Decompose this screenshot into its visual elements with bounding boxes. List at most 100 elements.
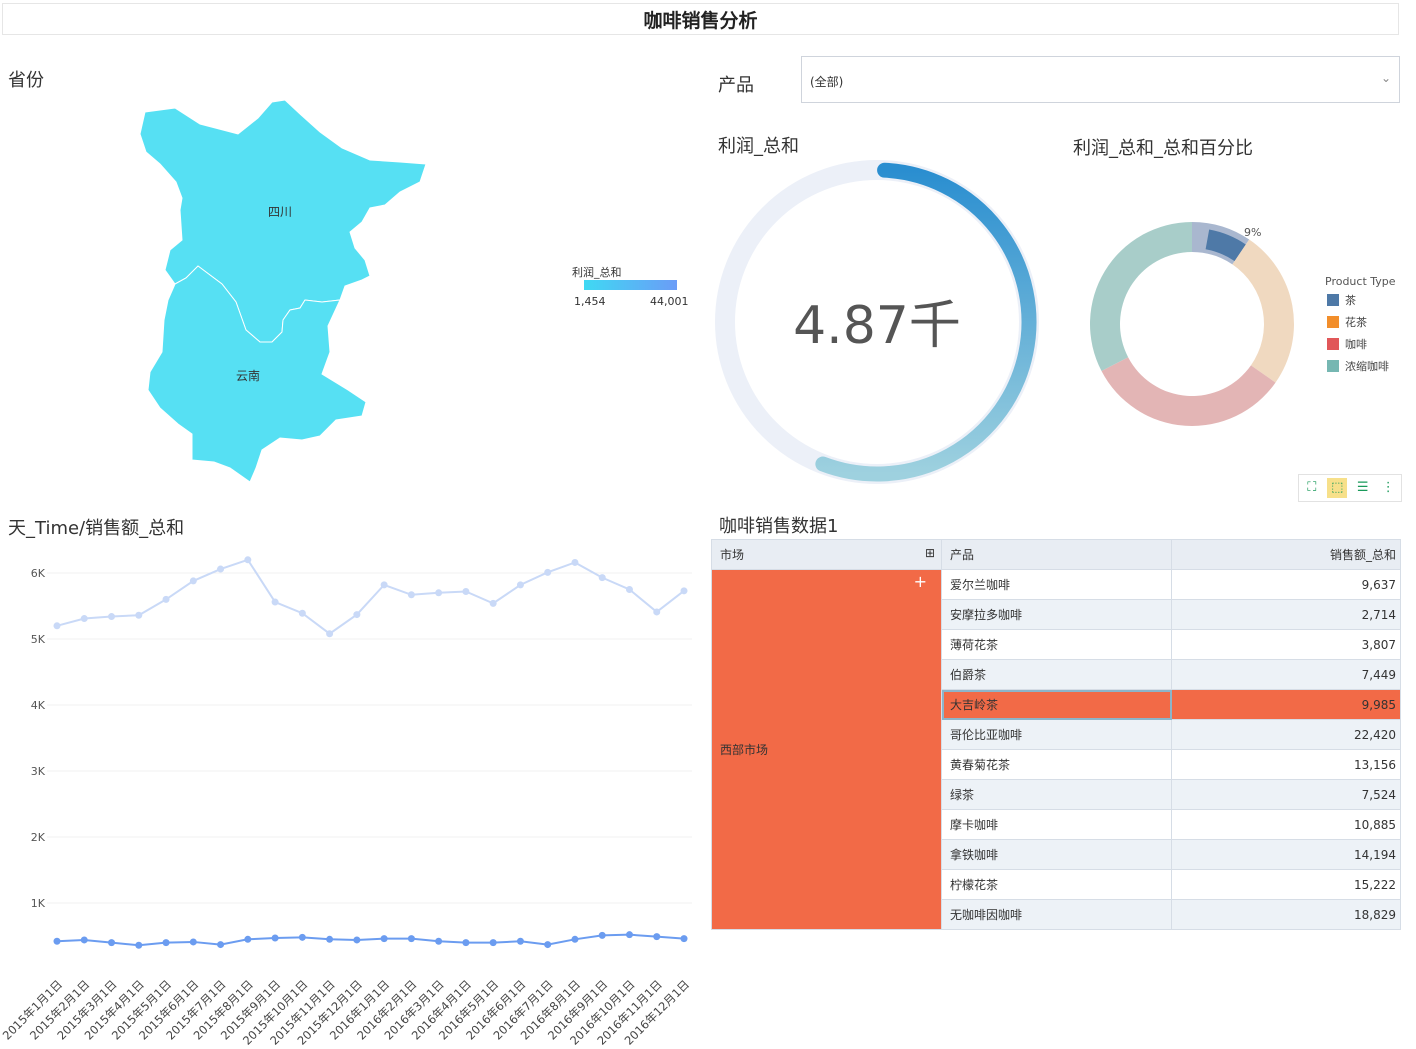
data-point[interactable] — [544, 568, 552, 576]
data-point[interactable] — [162, 595, 170, 603]
data-point[interactable] — [516, 937, 524, 945]
data-point[interactable] — [380, 935, 388, 943]
data-point[interactable] — [108, 613, 116, 621]
data-point[interactable] — [598, 574, 606, 582]
table-row[interactable]: 安摩拉多咖啡 2,714 — [712, 599, 1401, 630]
product-select[interactable]: (全部) ⌄ — [801, 56, 1400, 103]
data-point[interactable] — [326, 630, 334, 638]
data-point[interactable] — [353, 936, 361, 944]
expand-icon[interactable]: ⊞ — [924, 546, 935, 560]
more-icon[interactable]: ⋮ — [1381, 480, 1395, 495]
data-point[interactable] — [244, 556, 252, 564]
product-cell[interactable]: 伯爵茶 — [941, 659, 1172, 690]
table-row[interactable]: 薄荷花茶 3,807 — [712, 629, 1401, 660]
data-point[interactable] — [135, 611, 143, 619]
data-point[interactable] — [571, 558, 579, 566]
sales-cell[interactable]: 2,714 — [1171, 599, 1401, 630]
data-point[interactable] — [489, 599, 497, 607]
market-cell[interactable]: + 西部市场 — [711, 569, 942, 930]
data-point[interactable] — [108, 939, 116, 947]
add-icon[interactable]: + — [913, 572, 927, 591]
donut-slice[interactable] — [1101, 357, 1276, 426]
data-point[interactable] — [80, 615, 88, 623]
data-point[interactable] — [135, 941, 143, 949]
table-row[interactable]: + 西部市场 爱尔兰咖啡 9,637 — [711, 569, 1401, 930]
product-cell[interactable]: 绿茶 — [941, 779, 1172, 810]
data-point[interactable] — [625, 931, 633, 939]
product-cell[interactable]: 爱尔兰咖啡 — [941, 569, 1172, 600]
data-point[interactable] — [53, 622, 61, 630]
donut-slice[interactable] — [1232, 239, 1294, 383]
data-point[interactable] — [298, 933, 306, 941]
sales-cell[interactable]: 13,156 — [1171, 749, 1401, 780]
column-header-market[interactable]: 市场 ⊞ — [711, 539, 942, 570]
data-point[interactable] — [653, 608, 661, 616]
region-yunnan[interactable] — [147, 265, 367, 483]
data-point[interactable] — [516, 581, 524, 589]
data-point[interactable] — [489, 939, 497, 947]
data-point[interactable] — [380, 581, 388, 589]
sales-cell[interactable]: 7,449 — [1171, 659, 1401, 690]
product-cell[interactable]: 黄春菊花茶 — [941, 749, 1172, 780]
table-row[interactable]: 无咖啡因咖啡 18,829 — [712, 899, 1401, 930]
sales-cell[interactable]: 7,524 — [1171, 779, 1401, 810]
data-point[interactable] — [680, 935, 688, 943]
sales-cell[interactable]: 22,420 — [1171, 719, 1401, 750]
donut-slice[interactable] — [1090, 222, 1192, 372]
data-point[interactable] — [653, 933, 661, 941]
sales-cell[interactable]: 18,829 — [1171, 899, 1401, 930]
data-point[interactable] — [435, 937, 443, 945]
legend-item: 花茶 — [1345, 316, 1367, 329]
data-point[interactable] — [353, 611, 361, 619]
table-row[interactable]: 黄春菊花茶 13,156 — [712, 749, 1401, 780]
sales-cell[interactable]: 10,885 — [1171, 809, 1401, 840]
data-point[interactable] — [53, 937, 61, 945]
fullscreen-icon[interactable]: ⛶ — [1307, 480, 1317, 495]
data-point[interactable] — [407, 591, 415, 599]
sales-cell[interactable]: 15,222 — [1171, 869, 1401, 900]
sales-cell[interactable]: 9,637 — [1171, 569, 1401, 600]
data-point[interactable] — [544, 941, 552, 949]
data-point[interactable] — [598, 931, 606, 939]
data-point[interactable] — [162, 939, 170, 947]
data-point[interactable] — [462, 587, 470, 595]
data-point[interactable] — [244, 935, 252, 943]
data-point[interactable] — [217, 941, 225, 949]
data-point[interactable] — [326, 935, 334, 943]
data-point[interactable] — [271, 598, 279, 606]
column-header-product[interactable]: 产品 — [941, 539, 1172, 570]
data-point[interactable] — [217, 565, 225, 573]
sales-cell[interactable]: 3,807 — [1171, 629, 1401, 660]
product-cell[interactable]: 柠檬花茶 — [941, 869, 1172, 900]
data-point[interactable] — [435, 589, 443, 597]
data-point[interactable] — [189, 938, 197, 946]
table-row[interactable]: 绿茶 7,524 — [712, 779, 1401, 810]
donut-slice-highlight[interactable] — [1205, 229, 1246, 262]
product-cell[interactable]: 哥伦比亚咖啡 — [941, 719, 1172, 750]
product-cell[interactable]: 无咖啡因咖啡 — [941, 899, 1172, 930]
data-point[interactable] — [271, 934, 279, 942]
product-cell[interactable]: 安摩拉多咖啡 — [941, 599, 1172, 630]
data-point[interactable] — [680, 587, 688, 595]
data-point[interactable] — [571, 935, 579, 943]
table-row[interactable]: 大吉岭茶 9,985 — [712, 689, 1401, 720]
table-row[interactable]: 哥伦比亚咖啡 22,420 — [712, 719, 1401, 750]
select-icon[interactable]: ⬚ — [1327, 478, 1348, 498]
table-row[interactable]: 柠檬花茶 15,222 — [712, 869, 1401, 900]
product-cell[interactable]: 摩卡咖啡 — [941, 809, 1172, 840]
data-point[interactable] — [189, 577, 197, 585]
data-point[interactable] — [407, 935, 415, 943]
table-row[interactable]: 拿铁咖啡 14,194 — [712, 839, 1401, 870]
product-cell[interactable]: 薄荷花茶 — [941, 629, 1172, 660]
data-point[interactable] — [298, 609, 306, 617]
list-icon[interactable]: ☰ — [1356, 480, 1369, 495]
sales-cell[interactable]: 9,985 — [1171, 689, 1401, 720]
column-header-sales[interactable]: 销售额_总和 — [1171, 539, 1401, 570]
data-point[interactable] — [625, 586, 633, 593]
data-point[interactable] — [80, 936, 88, 944]
product-cell[interactable]: 大吉岭茶 — [941, 689, 1172, 720]
product-cell[interactable]: 拿铁咖啡 — [941, 839, 1172, 870]
table-row[interactable]: 摩卡咖啡 10,885 — [712, 809, 1401, 840]
data-point[interactable] — [462, 939, 470, 947]
sales-cell[interactable]: 14,194 — [1171, 839, 1401, 870]
